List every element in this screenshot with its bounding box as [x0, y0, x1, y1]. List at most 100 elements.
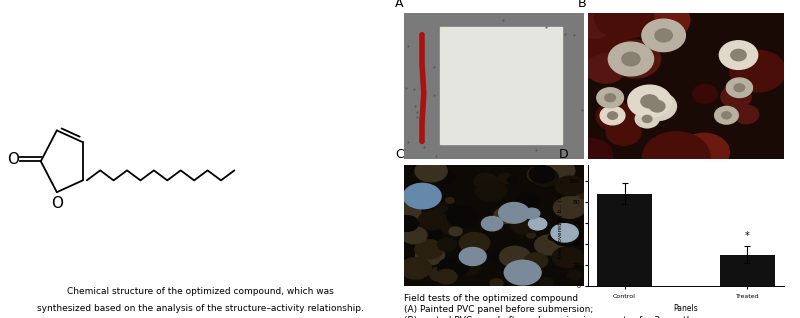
Text: D: D — [558, 148, 568, 161]
Circle shape — [642, 19, 686, 52]
Circle shape — [507, 176, 518, 183]
Circle shape — [400, 258, 431, 279]
Circle shape — [416, 245, 445, 265]
Circle shape — [412, 225, 442, 245]
Circle shape — [578, 14, 611, 38]
Bar — [597, 194, 652, 286]
Circle shape — [635, 110, 659, 128]
Circle shape — [679, 133, 730, 171]
Circle shape — [726, 78, 753, 98]
Circle shape — [524, 208, 540, 219]
Circle shape — [415, 240, 443, 259]
Circle shape — [392, 203, 421, 222]
Circle shape — [430, 267, 451, 281]
Circle shape — [575, 254, 591, 266]
Circle shape — [403, 183, 441, 209]
Circle shape — [551, 225, 582, 246]
Circle shape — [719, 41, 758, 69]
Circle shape — [572, 193, 587, 203]
Circle shape — [529, 218, 546, 230]
Circle shape — [610, 40, 661, 78]
Circle shape — [442, 258, 465, 274]
Circle shape — [552, 247, 582, 267]
Circle shape — [511, 218, 535, 234]
Circle shape — [628, 85, 671, 118]
Circle shape — [412, 192, 421, 198]
Circle shape — [530, 166, 555, 183]
Circle shape — [449, 227, 462, 236]
Circle shape — [642, 115, 652, 122]
Circle shape — [714, 107, 738, 124]
Circle shape — [566, 28, 633, 79]
Circle shape — [415, 160, 447, 182]
Circle shape — [734, 105, 758, 124]
Circle shape — [526, 232, 535, 238]
X-axis label: Panels: Panels — [674, 304, 698, 314]
Circle shape — [438, 258, 469, 278]
Circle shape — [650, 100, 665, 112]
Circle shape — [435, 204, 447, 212]
Circle shape — [490, 279, 503, 287]
Circle shape — [721, 86, 751, 108]
Circle shape — [597, 88, 623, 108]
Circle shape — [556, 200, 582, 218]
Circle shape — [534, 235, 564, 255]
Circle shape — [446, 197, 454, 203]
Circle shape — [539, 278, 554, 287]
Circle shape — [722, 112, 731, 119]
Text: A: A — [395, 0, 403, 10]
Circle shape — [499, 246, 530, 267]
Text: B: B — [578, 0, 587, 10]
Circle shape — [607, 112, 618, 119]
Circle shape — [622, 52, 640, 66]
Circle shape — [642, 132, 710, 182]
Circle shape — [734, 84, 745, 92]
Circle shape — [532, 169, 558, 186]
Circle shape — [606, 119, 641, 145]
Y-axis label: Area covered by b... (%): Area covered by b... (%) — [558, 192, 563, 259]
Circle shape — [422, 197, 438, 207]
Circle shape — [600, 106, 625, 125]
Circle shape — [596, 102, 634, 131]
Circle shape — [731, 49, 746, 61]
Circle shape — [402, 226, 427, 244]
Circle shape — [523, 220, 542, 232]
Circle shape — [566, 256, 576, 263]
Circle shape — [504, 260, 541, 285]
Circle shape — [693, 85, 718, 103]
Circle shape — [633, 0, 690, 41]
Circle shape — [527, 166, 553, 183]
Circle shape — [457, 253, 474, 265]
Circle shape — [435, 170, 455, 184]
Circle shape — [524, 253, 548, 269]
Circle shape — [474, 174, 498, 189]
Circle shape — [655, 29, 672, 42]
Circle shape — [475, 180, 506, 201]
Circle shape — [401, 199, 410, 205]
Circle shape — [454, 237, 474, 251]
Circle shape — [491, 250, 512, 264]
Circle shape — [608, 42, 654, 76]
Circle shape — [459, 247, 486, 266]
Circle shape — [579, 193, 587, 198]
Circle shape — [395, 216, 418, 232]
Circle shape — [638, 92, 677, 121]
Circle shape — [730, 50, 786, 92]
Text: Field tests of the optimized compound
(A) Painted PVC panel before submersion;
(: Field tests of the optimized compound (A… — [404, 294, 800, 318]
Circle shape — [548, 234, 557, 240]
Circle shape — [465, 252, 479, 261]
Circle shape — [530, 211, 538, 217]
Circle shape — [605, 94, 615, 102]
Text: C: C — [395, 148, 404, 161]
Circle shape — [494, 207, 518, 223]
Circle shape — [435, 269, 457, 284]
Circle shape — [586, 54, 626, 83]
Circle shape — [543, 160, 574, 181]
Circle shape — [555, 176, 585, 196]
Circle shape — [459, 232, 490, 253]
Circle shape — [446, 205, 478, 227]
Circle shape — [567, 270, 582, 280]
Circle shape — [514, 193, 540, 210]
Text: Chemical structure of the optimized compound, which was: Chemical structure of the optimized comp… — [66, 287, 334, 296]
Circle shape — [482, 217, 502, 231]
